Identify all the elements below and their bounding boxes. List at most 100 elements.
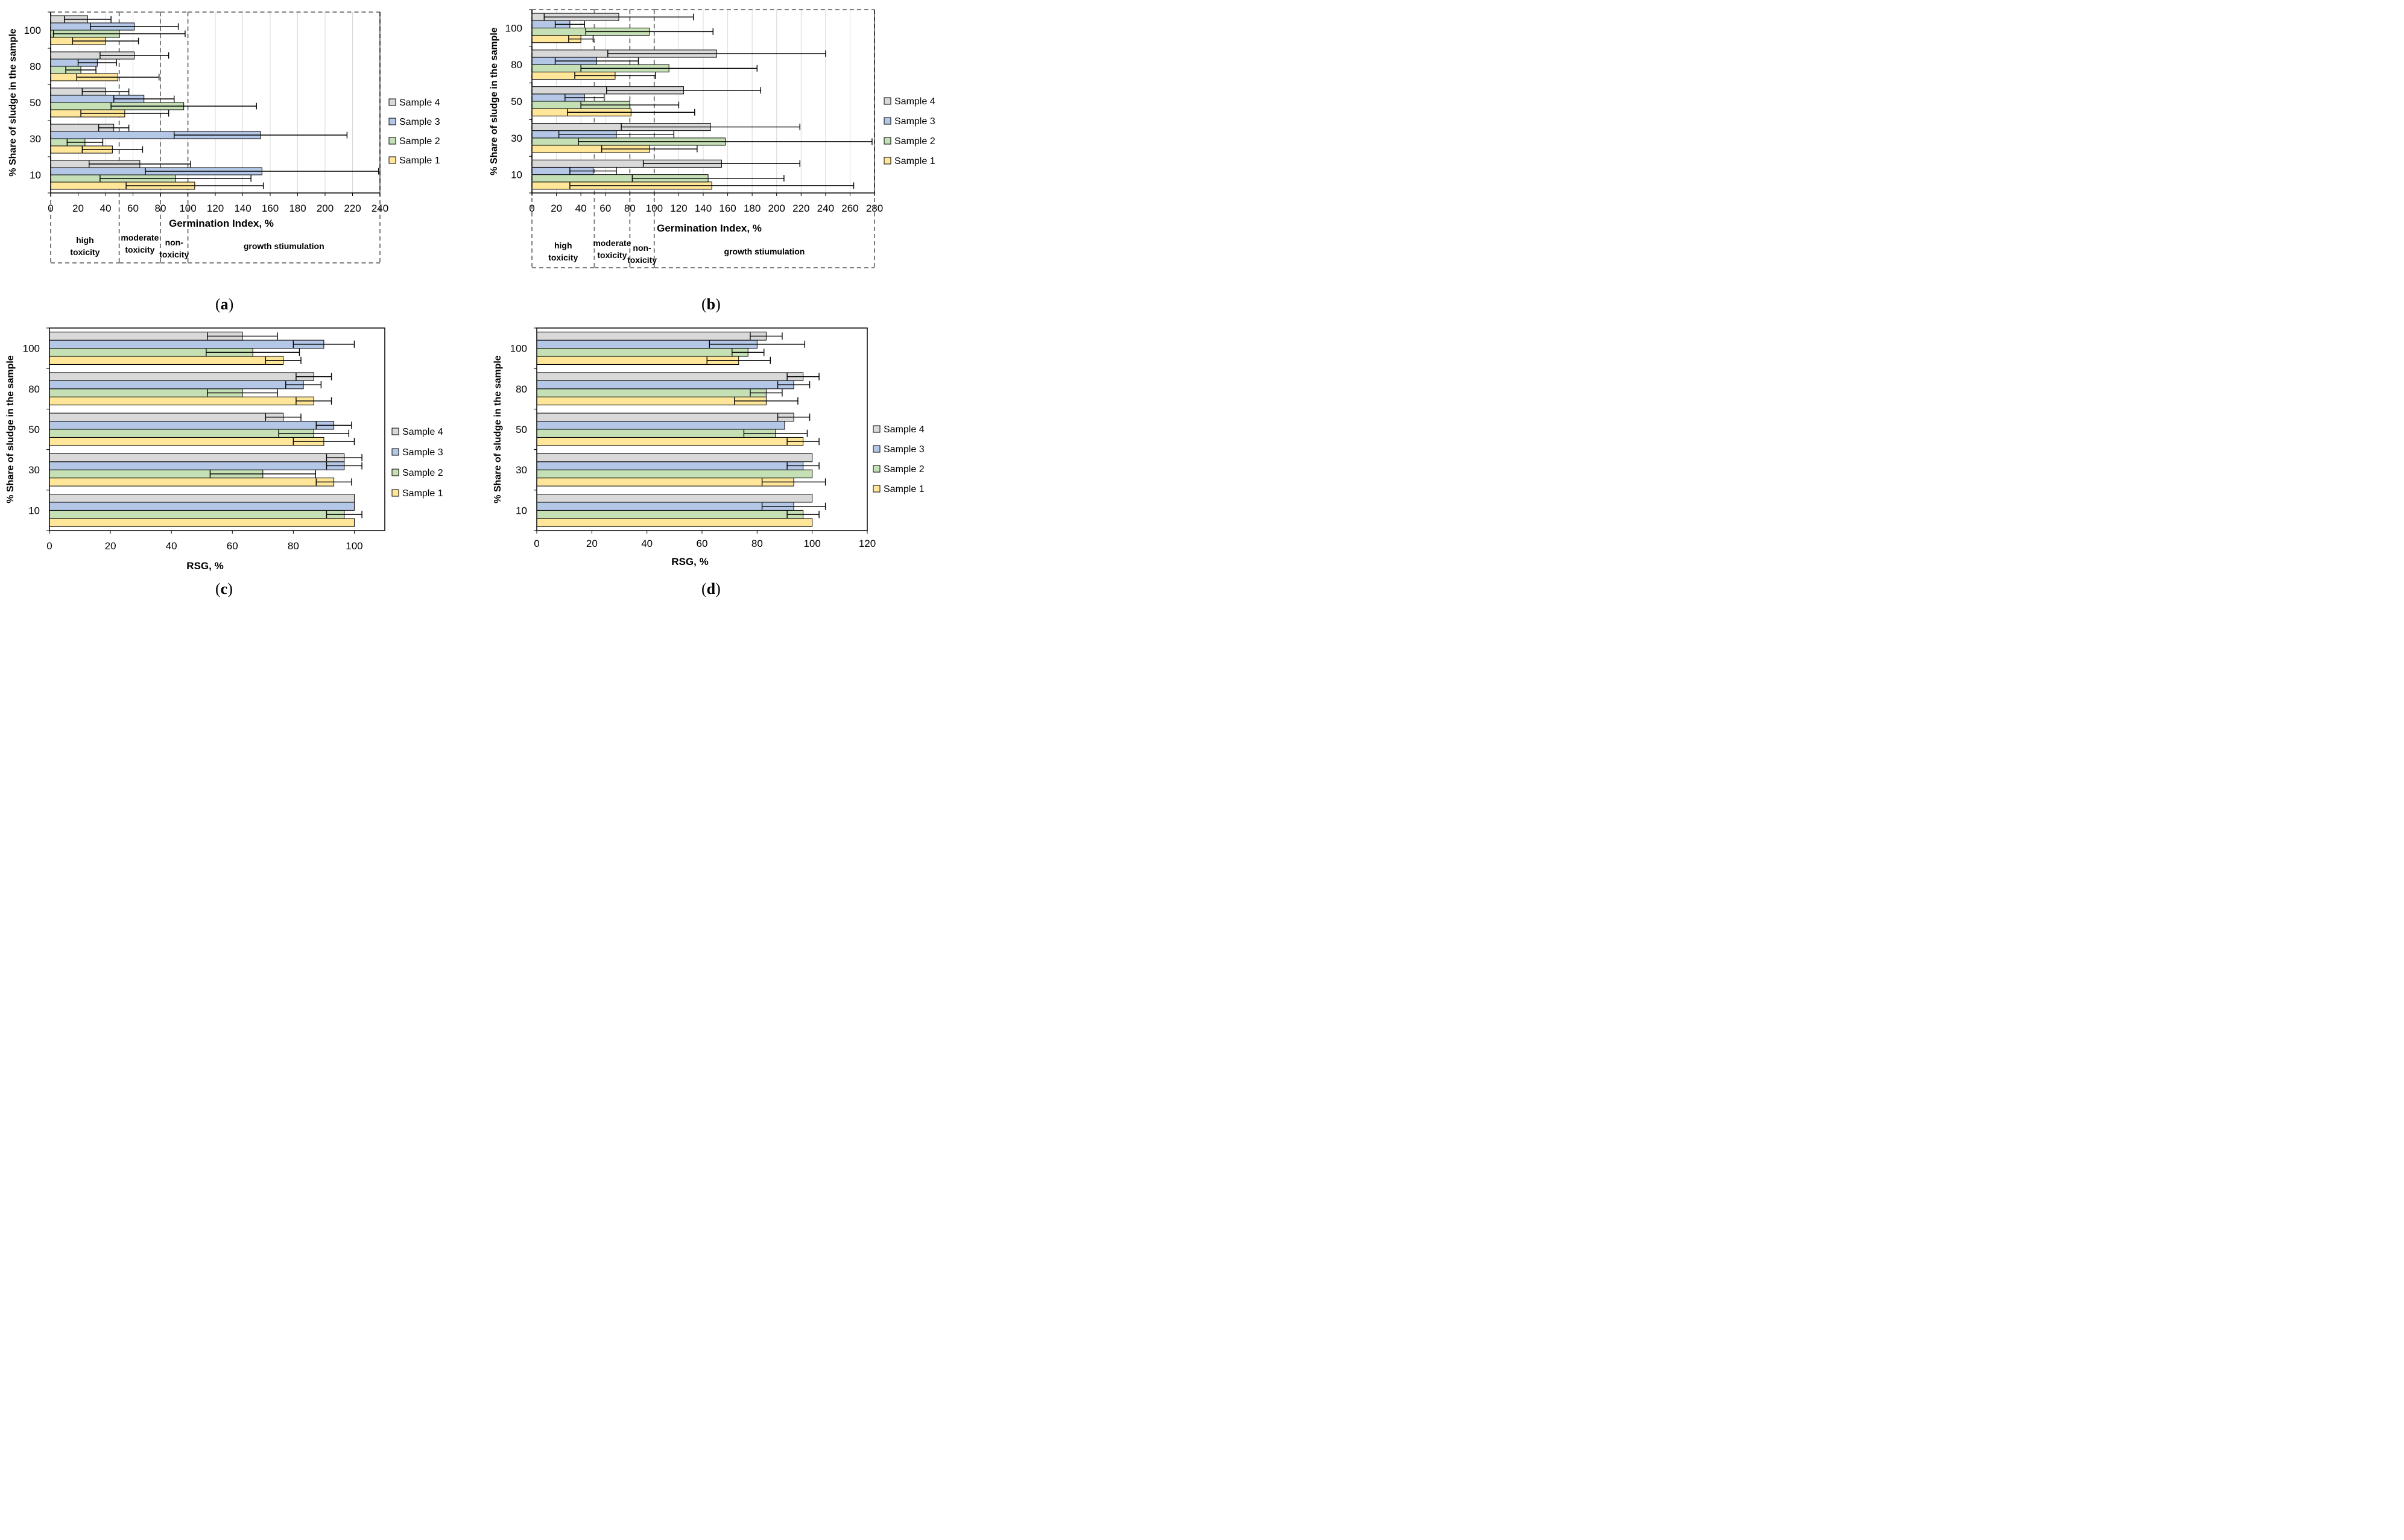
bar-sample-2 — [49, 429, 314, 438]
x-tick-label: 100 — [179, 203, 196, 214]
label-letter: d — [706, 580, 716, 598]
legend-label: Sample 3 — [894, 116, 935, 127]
zone-label: toxicity — [159, 250, 189, 259]
x-tick-label: 200 — [768, 203, 785, 214]
x-tick-label: 100 — [646, 203, 663, 214]
legend-label: Sample 1 — [402, 488, 443, 499]
label-close-paren: ) — [228, 295, 234, 313]
y-tick-label: 30 — [30, 133, 41, 145]
legend-swatch — [388, 137, 396, 145]
chart-panel-b: hightoxicitymoderatetoxicitynon-toxicity… — [489, 9, 935, 268]
zone-label: toxicity — [70, 247, 100, 257]
bar-sample-1 — [49, 356, 284, 365]
bar-sample-1 — [536, 437, 804, 446]
y-tick-label: 100 — [510, 343, 527, 355]
x-axis-label: Germination Index, % — [657, 222, 762, 234]
legend-label: Sample 4 — [884, 424, 925, 435]
legend-swatch — [391, 448, 399, 456]
x-tick-label: 60 — [127, 203, 139, 214]
zone-label: moderate — [593, 238, 631, 248]
y-tick-label: 10 — [516, 505, 527, 516]
legend-swatch — [391, 428, 399, 435]
legend-label: Sample 2 — [894, 136, 935, 147]
chart-panel-c: 10 30 50 80 100 0 20 40 60 80 100 RSG, % % Share of … — [5, 327, 443, 572]
zone-label: non- — [633, 243, 651, 253]
x-tick-label: 120 — [670, 203, 687, 214]
x-tick-label: 140 — [234, 203, 251, 214]
x-tick-label: 0 — [48, 203, 53, 214]
label-open-paren: ( — [701, 580, 707, 598]
legend-swatch — [873, 485, 881, 493]
label-letter: c — [220, 580, 228, 598]
x-tick-label: 220 — [792, 203, 809, 214]
label-open-paren: ( — [215, 295, 221, 313]
x-tick-label: 260 — [841, 203, 858, 214]
zone-label: toxicity — [125, 245, 154, 254]
x-tick-label: 60 — [227, 540, 238, 552]
y-tick-label: 30 — [28, 464, 40, 476]
x-tick-label: 160 — [719, 203, 736, 214]
x-axis-label: RSG, % — [186, 560, 223, 572]
bar-sample-4 — [49, 372, 314, 381]
legend-swatch — [884, 137, 891, 145]
y-tick-label: 50 — [30, 97, 41, 109]
label-open-paren: ( — [701, 295, 707, 313]
x-tick-label: 0 — [46, 540, 52, 552]
x-tick-label: 20 — [105, 540, 116, 552]
y-tick-label: 100 — [505, 22, 522, 34]
y-tick-label: 50 — [28, 424, 40, 435]
legend: Sample 4 Sample 3 Sample 2 Sample 1 — [873, 424, 925, 494]
x-tick-label: 120 — [207, 203, 224, 214]
legend-swatch — [388, 156, 396, 164]
x-tick-label: 160 — [262, 203, 279, 214]
y-tick-label: 80 — [30, 61, 41, 72]
bar-sample-1 — [536, 518, 813, 527]
panel-label-b: (b) — [701, 295, 721, 314]
panel-label-d: (d) — [701, 580, 721, 598]
panel-label-c: (c) — [215, 580, 233, 598]
y-tick-label: 100 — [24, 25, 41, 36]
label-letter: b — [706, 295, 716, 313]
x-tick-label: 80 — [751, 538, 763, 549]
zone-label: toxicity — [597, 250, 627, 260]
bar-sample-4 — [49, 494, 355, 503]
toxicity-zone: non-toxicity — [627, 9, 657, 268]
figure-canvas: hightoxicitymoderatetoxicitynon-toxicity… — [5, 9, 935, 572]
bar-sample-3 — [536, 461, 804, 470]
bar-sample-4 — [536, 494, 813, 503]
y-tick-label: 10 — [511, 169, 522, 181]
y-axis-label: % Share of sludge in the sample — [8, 28, 18, 176]
plot-frame — [49, 327, 385, 531]
bar-sample-2 — [536, 429, 776, 438]
bar-sample-4 — [536, 372, 804, 381]
zone-label: non- — [165, 238, 184, 247]
x-tick-label: 200 — [317, 203, 334, 214]
bar-sample-3 — [49, 461, 345, 470]
bar-sample-1 — [536, 478, 794, 487]
y-tick-label: 80 — [511, 59, 522, 71]
x-axis-label: RSG, % — [671, 556, 708, 567]
y-axis-label: % Share of sludge in the sample — [489, 27, 499, 175]
x-tick-label: 100 — [803, 538, 820, 549]
label-close-paren: ) — [227, 580, 233, 598]
bar-sample-2 — [536, 388, 767, 397]
x-tick-label: 20 — [586, 538, 598, 549]
bar-sample-2 — [536, 510, 804, 519]
toxicity-zone: growth stiumulation — [654, 9, 875, 268]
bar-sample-3 — [536, 380, 794, 390]
bar-sample-4 — [536, 453, 813, 462]
panel-label-a: (a) — [215, 295, 233, 314]
bar-sample-4 — [536, 332, 767, 341]
y-tick-label: 50 — [516, 424, 527, 435]
x-tick-label: 0 — [534, 538, 539, 549]
y-tick-label: 80 — [516, 383, 527, 395]
legend-swatch — [884, 97, 891, 105]
bar-sample-3 — [49, 380, 304, 390]
legend-label: Sample 3 — [402, 447, 443, 458]
bar-sample-3 — [536, 502, 794, 511]
y-tick-label: 100 — [23, 343, 40, 355]
x-tick-label: 100 — [346, 540, 362, 552]
bar-sample-1 — [49, 396, 314, 406]
bar-sample-4 — [49, 453, 345, 462]
legend-swatch — [873, 465, 881, 473]
